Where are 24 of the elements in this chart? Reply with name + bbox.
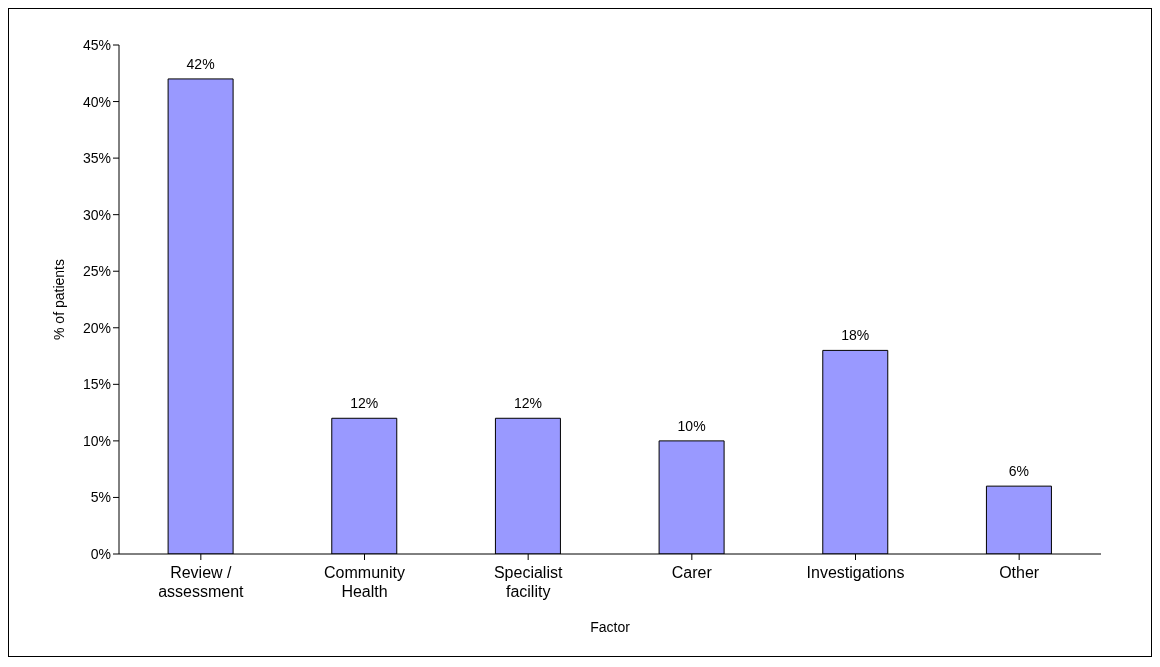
y-tick-label: 5% [90,489,111,506]
y-tick-label: 35% [82,150,111,167]
data-label: 18% [841,327,870,344]
y-tick-label: 45% [82,36,111,53]
y-tick-label: 40% [82,93,111,110]
y-tick-label: 30% [82,206,111,223]
data-label: 12% [350,395,379,412]
data-label: 6% [1008,463,1030,480]
data-label: 42% [186,55,215,72]
y-tick-label: 10% [82,432,111,449]
y-axis-title: % of patients [50,259,67,340]
y-tick-label: 15% [82,376,111,393]
data-label: 12% [513,395,542,412]
x-axis-title: Factor [590,619,631,635]
x-tick-label: Carer [671,564,713,581]
x-tick-label: Specialist facility [493,564,563,600]
data-label: 10% [677,417,706,434]
x-tick-label: Community Health [324,564,405,600]
x-tick-label: Other [999,564,1040,581]
y-tick-label: 20% [82,319,111,336]
x-tick-label: Review / assessment [158,564,245,600]
y-tick-label: 0% [90,545,111,562]
x-tick-label: Investigations [806,564,905,581]
y-tick-label: 25% [82,263,111,280]
